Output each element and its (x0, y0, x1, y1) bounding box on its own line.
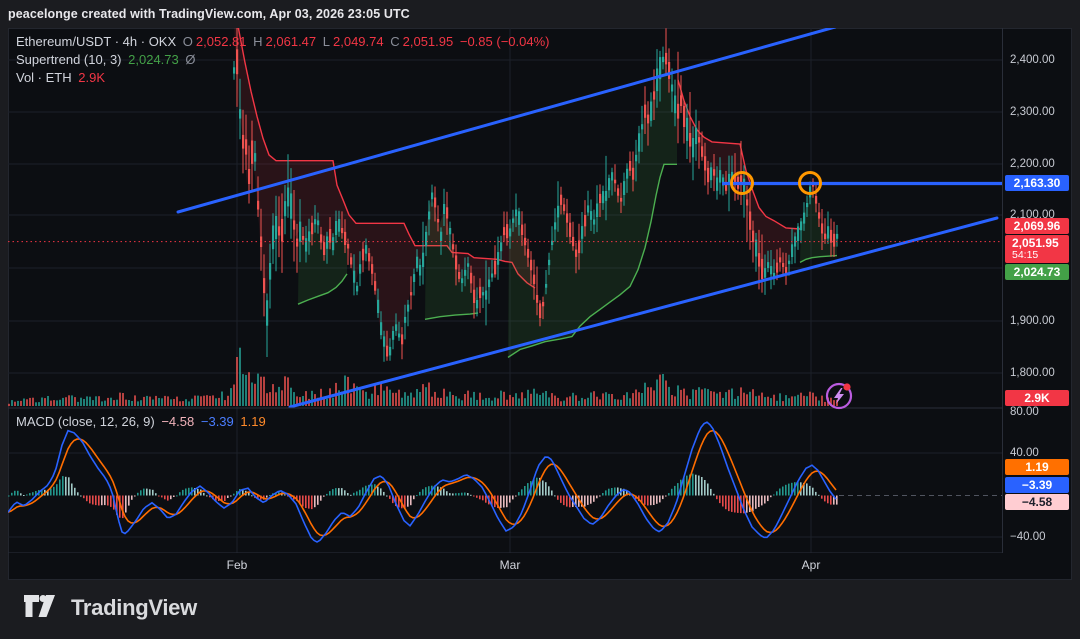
price-badge: 2,163.30 (1005, 175, 1069, 191)
ohlc-c-value: 2,051.95 (402, 34, 454, 49)
ohlc-l-label: L (322, 34, 330, 49)
macd-hist-value: −4.58 (161, 414, 195, 429)
supertrend-title: Supertrend (10, 3) (16, 52, 122, 67)
lightning-bolt-icon (834, 388, 844, 404)
countdown-timer: 54:15 (1012, 249, 1039, 261)
price-scale-label: −40.00 (1010, 531, 1046, 543)
price-scale-label: 1,900.00 (1010, 315, 1055, 327)
time-axis-label: Apr (801, 558, 821, 572)
volume-legend-row: Vol · ETH 2.9K (16, 70, 108, 85)
macd-signal-line (8, 429, 837, 537)
ohlc-o-label: O (182, 34, 193, 49)
macd-indicator (8, 421, 838, 543)
attribution-text: peacelonge created with TradingView.com,… (8, 7, 410, 21)
symbol-legend-row: Ethereum/USDT · 4h · OKX O 2,052.81 H 2,06… (16, 34, 552, 49)
notification-dot (843, 383, 851, 391)
macd-signal-value: 1.19 (240, 414, 266, 429)
gridlines (8, 28, 1003, 553)
price-badge: 2,069.96 (1005, 218, 1069, 234)
ohlc-l-value: 2,049.74 (333, 34, 384, 49)
ohlc-h-label: H (253, 34, 263, 49)
price-badge: 2.9K (1005, 390, 1069, 406)
price-scale-label: 80.00 (1010, 406, 1039, 418)
trendline-lower[interactable] (288, 216, 999, 409)
price-scale-label: 2,200.00 (1010, 158, 1055, 170)
price-badge: −4.58 (1005, 494, 1069, 510)
price-badge: 1.19 (1005, 459, 1069, 475)
volume-title: Vol · ETH (16, 70, 72, 85)
volume-value: 2.9K (78, 70, 105, 85)
macd-title: MACD (close, 12, 26, 9) (16, 414, 155, 429)
chart-canvas[interactable] (8, 28, 1003, 553)
pane-separators (8, 28, 1003, 553)
price-scale-label: 2,400.00 (1010, 54, 1055, 66)
volume-bars (8, 347, 838, 407)
ohlc-h-value: 2,061.47 (265, 34, 317, 49)
tradingview-logo-text: TradingView (71, 595, 197, 620)
macd-main-line (8, 421, 837, 543)
trendline-upper[interactable] (176, 28, 837, 214)
price-badge: 2,024.73 (1005, 264, 1069, 280)
price-scale-label: 40.00 (1010, 447, 1039, 459)
supertrend-suffix: Ø (185, 52, 196, 67)
lightning-quick-action-button[interactable] (824, 381, 854, 411)
price-scale-label: 1,800.00 (1010, 367, 1055, 379)
drawings[interactable] (8, 28, 1003, 409)
ohlc-c-label: C (390, 34, 400, 49)
price-scale-label: 2,300.00 (1010, 106, 1055, 118)
symbol-title: Ethereum/USDT · 4h · OKX (16, 34, 177, 49)
change-value: −0.85 (−0.04%) (459, 34, 550, 49)
macd-line-value: −3.39 (200, 414, 234, 429)
tradingview-logo[interactable]: TradingView (24, 593, 197, 623)
supertrend-value: 2,024.73 (128, 52, 179, 67)
price-badge: −3.39 (1005, 477, 1069, 493)
candles (233, 28, 839, 362)
lightning-ring (825, 382, 853, 410)
ohlc-o-value: 2,052.81 (195, 34, 247, 49)
time-axis-label: Feb (226, 558, 248, 572)
supertrend-legend-row: Supertrend (10, 3) 2,024.73 Ø (16, 52, 199, 67)
time-axis-label: Mar (499, 558, 521, 572)
price-badge: 2,051.95 54:15 (1005, 235, 1069, 263)
macd-legend-row: MACD (close, 12, 26, 9) −4.58 −3.39 1.19 (16, 414, 269, 429)
tradingview-logo-icon (24, 595, 55, 617)
circle-marker-1[interactable] (730, 171, 754, 195)
circle-marker-2[interactable] (798, 171, 822, 195)
